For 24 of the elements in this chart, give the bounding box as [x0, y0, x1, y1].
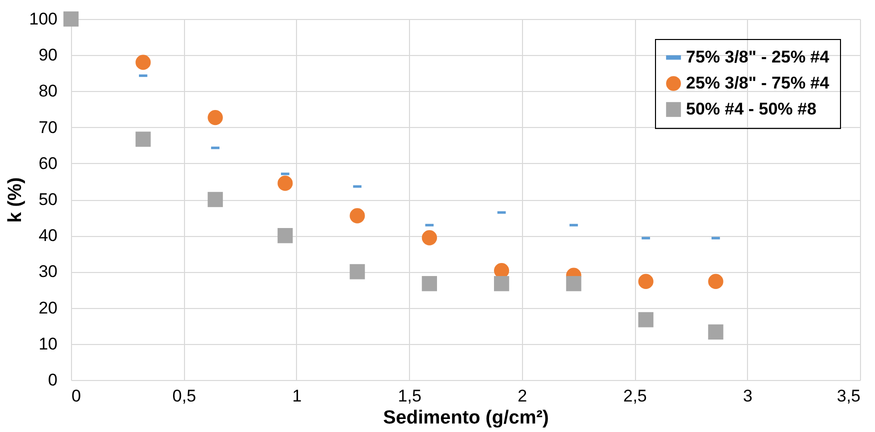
x-tick-label: 0	[72, 386, 81, 406]
x-tick-label: 1,5	[398, 386, 422, 406]
y-tick-label: 80	[38, 82, 58, 101]
x-tick-label: 3	[743, 386, 753, 406]
y-axis-title: k (%)	[5, 177, 26, 223]
legend-label: 50% #4 - 50% #8	[686, 100, 816, 118]
x-tick-label: 2,5	[623, 386, 647, 406]
y-tick-label: 50	[38, 190, 58, 209]
x-axis-title: Sedimento (g/cm²)	[383, 408, 549, 428]
x-tick-label: 1	[292, 386, 302, 406]
x-tick-label: 3,5	[836, 386, 860, 406]
y-tick-label: 0	[48, 370, 58, 390]
y-tick-label: 10	[38, 334, 58, 354]
y-tick-label: 20	[38, 298, 58, 318]
y-tick-label: 30	[38, 262, 58, 282]
legend-label: 75% 3/8" - 25% #4	[686, 48, 830, 66]
y-tick-label: 40	[38, 226, 58, 246]
legend-label: 25% 3/8" - 75% #4	[686, 74, 830, 92]
x-tick-label: 2	[518, 386, 528, 406]
y-tick-label: 100	[29, 10, 58, 28]
y-tick-label: 90	[38, 46, 58, 65]
x-tick-label: 0,5	[172, 386, 196, 406]
y-tick-label: 60	[38, 154, 58, 173]
y-tick-label: 70	[38, 118, 58, 137]
